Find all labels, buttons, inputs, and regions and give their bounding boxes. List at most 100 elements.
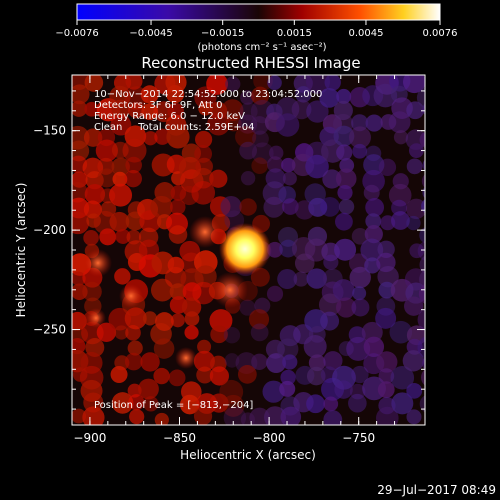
image-ripple [375, 307, 397, 329]
image-ripple [323, 351, 343, 371]
image-ripple [125, 75, 143, 90]
image-ripple [127, 383, 142, 398]
image-ripple [282, 198, 299, 215]
image-ripple [96, 322, 117, 343]
image-ripple [125, 325, 141, 341]
image-ripple [221, 99, 244, 122]
image-ripple [266, 285, 284, 302]
image-ripple [111, 99, 130, 119]
image-ripple [406, 158, 423, 175]
image-ripple [108, 307, 132, 331]
x-tick-label: −850 [163, 431, 196, 445]
image-ripple [72, 181, 88, 203]
image-ripple [406, 215, 421, 231]
image-ripple [388, 111, 411, 134]
image-ripple [377, 265, 399, 288]
info-line: Clean Total counts: 2.59E+04 [94, 122, 254, 133]
image-ripple [83, 230, 99, 246]
image-ripple [239, 299, 256, 316]
image-ripple [323, 410, 343, 425]
image-ripple [99, 228, 117, 246]
image-ripple [209, 169, 228, 188]
image-ripple [166, 85, 185, 104]
image-ripple [351, 365, 369, 384]
image-ripple [237, 364, 257, 384]
x-tick-label: −750 [342, 431, 375, 445]
image-ripple [266, 241, 283, 258]
image-ripple [275, 113, 300, 137]
image-ripple [420, 369, 425, 386]
image-ripple [192, 281, 215, 305]
image-ripple [402, 350, 425, 372]
image-ripple [320, 311, 340, 331]
image-ripple [348, 393, 367, 413]
image-ripple [219, 379, 244, 404]
image-ripple [393, 130, 409, 145]
image-ripple [364, 225, 383, 244]
peak-position-label: Position of Peak = [−813,−204] [94, 400, 253, 411]
image-ripple [164, 266, 187, 289]
image-ripple [210, 325, 228, 344]
info-line: Energy Range: 6.0 − 12.0 keV [94, 111, 245, 122]
image-ripple [83, 200, 102, 219]
image-ripple [304, 238, 328, 262]
image-ripple [281, 157, 296, 173]
colorbar [76, 3, 441, 21]
image-ripple [378, 281, 396, 299]
image-ripple [305, 75, 330, 94]
image-ripple [280, 369, 296, 386]
image-ripple [84, 101, 100, 117]
image-ripple [263, 196, 285, 218]
image-ripple [222, 394, 245, 417]
image-ripple [417, 308, 425, 331]
image-ripple [333, 125, 355, 147]
image-ripple [111, 157, 130, 177]
heatmap-image [72, 75, 425, 425]
image-ripple [250, 323, 269, 342]
image-ripple [206, 75, 228, 95]
image-ripple [419, 269, 425, 290]
image-ripple [239, 141, 258, 160]
image-ripple [262, 380, 285, 403]
image-ripple [419, 227, 425, 244]
image-ripple [402, 75, 425, 94]
x-axis: −900 −850 −800 −750 [73, 75, 396, 445]
image-ripple [304, 309, 328, 333]
image-ripple [322, 169, 342, 189]
image-ripple [266, 353, 286, 373]
image-ripple [153, 338, 175, 359]
image-ripple [195, 130, 213, 149]
image-ripple [335, 168, 357, 190]
image-ripple [336, 88, 352, 104]
image-ripple [421, 199, 425, 214]
image-ripple [252, 130, 269, 148]
image-ripple [154, 412, 169, 425]
image-ripple [181, 297, 202, 317]
image-ripple [138, 378, 159, 400]
image-ripple [279, 380, 296, 397]
image-ripple [269, 145, 284, 161]
image-ripple [376, 351, 398, 373]
image-ripple [193, 350, 215, 372]
image-ripple [82, 406, 105, 425]
timestamp: 29−Jul−2017 08:49 [377, 483, 496, 497]
image-ripple [207, 112, 230, 136]
image-ripple [248, 309, 270, 330]
image-ripple [125, 156, 142, 174]
image-ripple [150, 195, 173, 219]
image-ripple [293, 271, 309, 287]
image-ripple [335, 212, 353, 231]
image-ripple [306, 268, 327, 289]
y-tick-label: −150 [33, 124, 66, 138]
image-ripple [251, 157, 268, 175]
image-ripple [128, 102, 145, 119]
image-ripple [223, 326, 241, 344]
y-axis-label: Heliocentric Y (arcsec) [14, 183, 28, 318]
colorbar-tick-label: 0.0045 [348, 28, 383, 39]
image-ripple [109, 211, 130, 232]
image-ripple [109, 183, 133, 207]
image-ripple [336, 297, 357, 318]
image-ripple [141, 103, 159, 121]
image-ripple [170, 313, 185, 328]
